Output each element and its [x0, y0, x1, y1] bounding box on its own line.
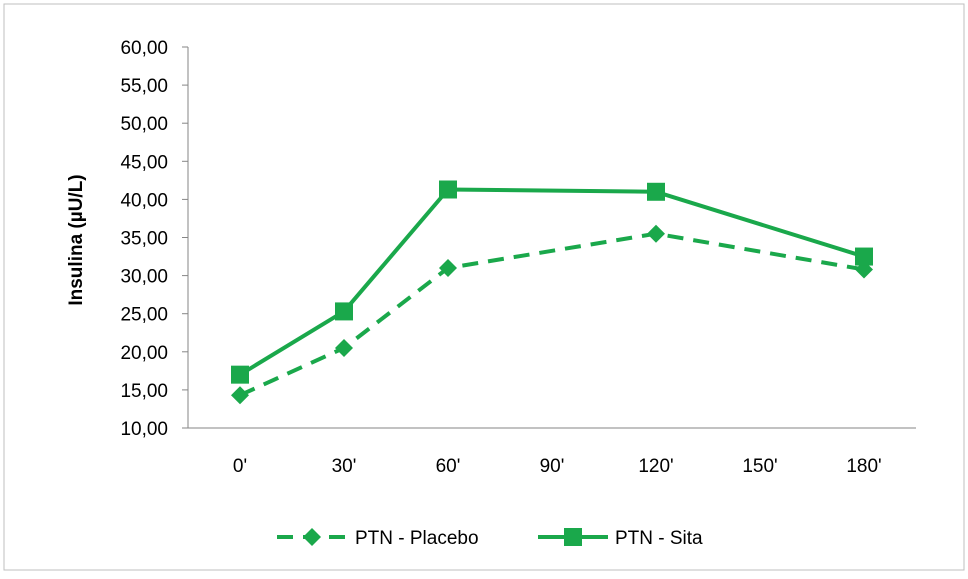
y-tick-label: 45,00: [120, 152, 168, 173]
legend-marker: [303, 528, 321, 546]
series-layer: [231, 180, 873, 405]
y-tick-label: 15,00: [120, 381, 168, 402]
axes: 10,00 15,00 20,00 25,00 30,00 35,00 40,00 45,00…: [120, 38, 916, 477]
x-tick-label: 60': [436, 456, 461, 477]
x-tick-label: 0': [233, 456, 247, 477]
chart-border: [3, 3, 965, 571]
y-axis-label: Insulina (µU/L): [66, 174, 87, 305]
data-point: [231, 386, 249, 405]
y-tick-label: 20,00: [120, 343, 168, 364]
x-tick-label: 30': [332, 456, 357, 477]
legend-label: PTN - Placebo: [355, 528, 479, 549]
y-tick-label: 60,00: [120, 38, 168, 59]
y-tick-label: 35,00: [120, 229, 168, 250]
data-point: [439, 180, 457, 199]
data-point: [231, 365, 249, 384]
data-point: [439, 258, 457, 277]
data-point: [335, 302, 353, 321]
legend-entry: PTN - Placebo: [277, 528, 479, 549]
y-tick-label: 40,00: [120, 190, 168, 211]
y-tick-label: 25,00: [120, 305, 168, 326]
y-tick-label: 55,00: [120, 76, 168, 97]
x-tick-label: 120': [638, 456, 673, 477]
legend-marker: [564, 528, 582, 546]
legend-entry: PTN - Sita: [538, 528, 703, 549]
legend: PTN - Placebo PTN - Sita: [277, 528, 703, 549]
legend-label: PTN - Sita: [615, 528, 703, 549]
x-tick-label: 180': [846, 456, 881, 477]
y-tick-label: 10,00: [120, 419, 168, 440]
y-tick-label: 30,00: [120, 267, 168, 288]
y-tick-label: 50,00: [120, 114, 168, 135]
data-point: [855, 247, 873, 266]
data-point: [647, 182, 665, 201]
x-tick-label: 90': [540, 456, 565, 477]
data-point: [647, 224, 665, 243]
series-ptn-sita: [231, 180, 873, 384]
data-point: [335, 338, 353, 357]
x-tick-label: 150': [742, 456, 777, 477]
